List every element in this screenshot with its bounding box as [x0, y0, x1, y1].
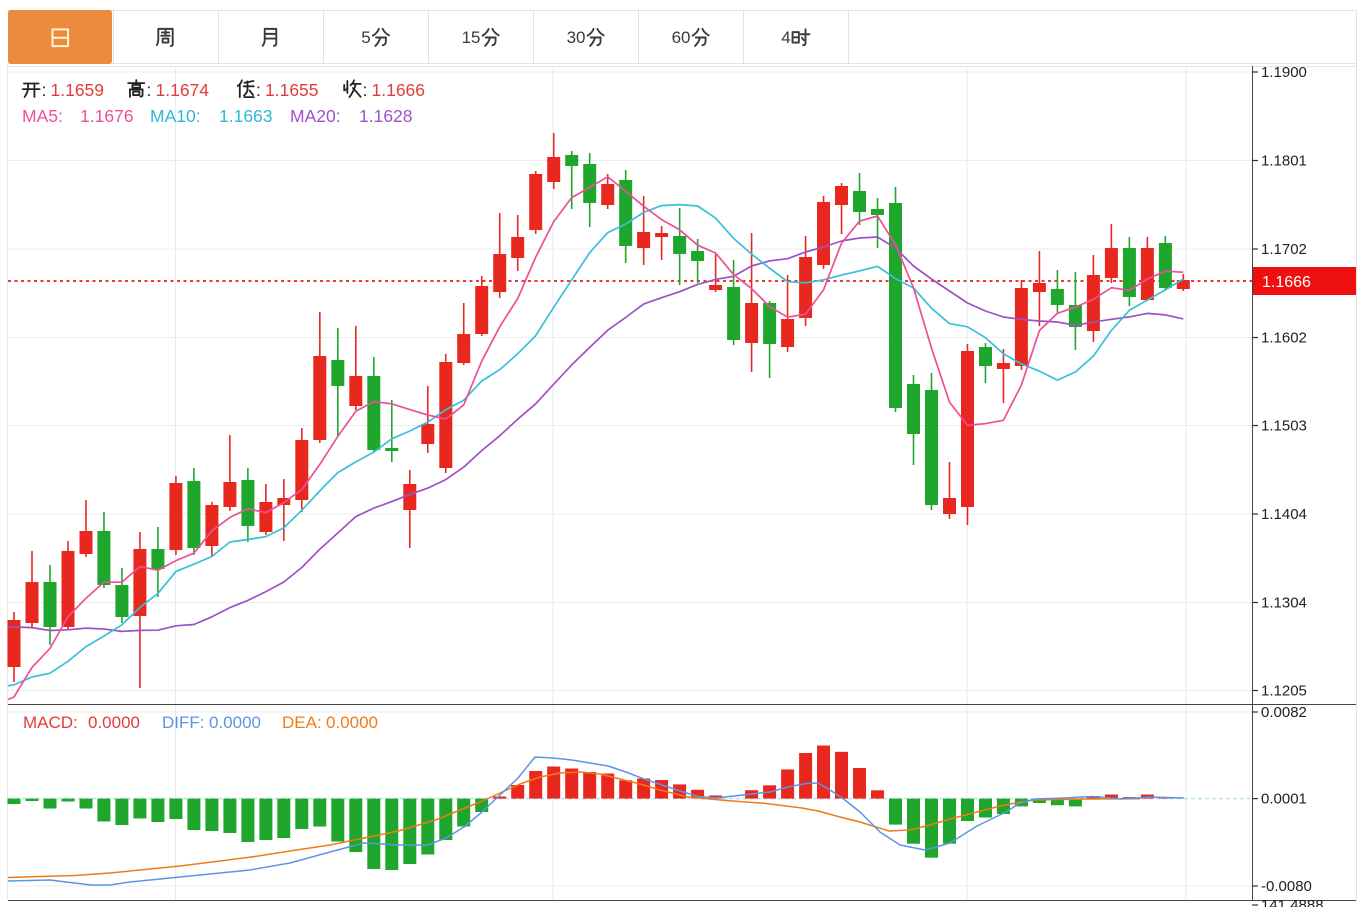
- svg-text:0.0082: 0.0082: [1261, 704, 1307, 721]
- svg-text:MA20:: MA20:: [290, 106, 341, 126]
- svg-text::: :: [147, 80, 152, 100]
- svg-text::: :: [256, 80, 261, 100]
- svg-text:-0.0080: -0.0080: [1261, 878, 1312, 895]
- svg-text:0.0000: 0.0000: [88, 713, 140, 732]
- svg-text:MA5:: MA5:: [22, 106, 63, 126]
- svg-text::: :: [363, 80, 368, 100]
- svg-text:0.0001: 0.0001: [1261, 791, 1307, 808]
- svg-text:MA10:: MA10:: [150, 106, 201, 126]
- svg-text:5: 5: [361, 28, 370, 47]
- svg-text:1.1666: 1.1666: [1262, 274, 1311, 291]
- svg-text:1.1205: 1.1205: [1261, 683, 1307, 700]
- svg-text:MACD:: MACD:: [23, 713, 78, 732]
- svg-text:1.1602: 1.1602: [1261, 330, 1307, 347]
- svg-text:1.1655: 1.1655: [265, 80, 319, 100]
- svg-text:1.1628: 1.1628: [359, 106, 413, 126]
- svg-text:1.1404: 1.1404: [1261, 506, 1307, 523]
- svg-text:1.1676: 1.1676: [80, 106, 134, 126]
- svg-text:1.1674: 1.1674: [156, 80, 210, 100]
- svg-text:DEA:: DEA:: [282, 713, 322, 732]
- svg-text:4: 4: [781, 28, 790, 47]
- svg-text:0.0000: 0.0000: [209, 713, 261, 732]
- svg-text:1.1702: 1.1702: [1261, 241, 1307, 258]
- svg-text::: :: [42, 80, 47, 100]
- svg-text:0.0000: 0.0000: [326, 713, 378, 732]
- svg-text:1.1503: 1.1503: [1261, 418, 1307, 435]
- svg-text:1.1666: 1.1666: [372, 80, 426, 100]
- svg-text:1.1801: 1.1801: [1261, 153, 1307, 170]
- svg-text:DIFF:: DIFF:: [162, 713, 205, 732]
- svg-text:1.1663: 1.1663: [219, 106, 273, 126]
- svg-text:1.1900: 1.1900: [1261, 64, 1307, 81]
- svg-text:15: 15: [462, 28, 481, 47]
- svg-text:1.1304: 1.1304: [1261, 595, 1307, 612]
- svg-text:30: 30: [567, 28, 586, 47]
- svg-text:141.4888: 141.4888: [1261, 897, 1324, 907]
- svg-text:60: 60: [672, 28, 691, 47]
- svg-text:1.1659: 1.1659: [51, 80, 105, 100]
